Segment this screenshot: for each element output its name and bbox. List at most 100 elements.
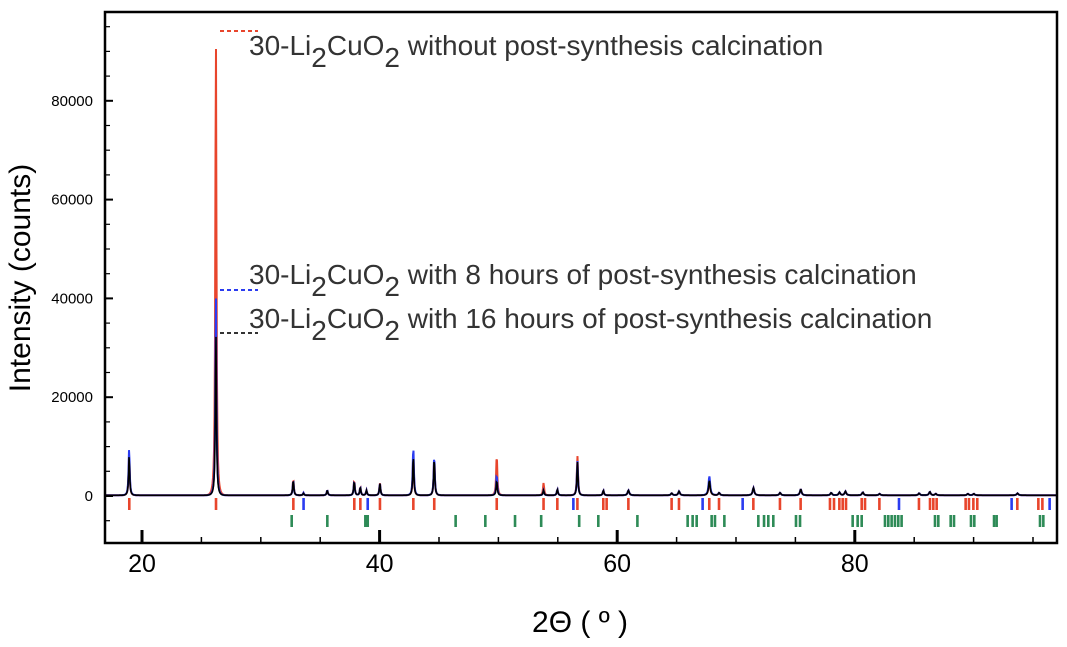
reference-tick (838, 498, 841, 510)
reference-tick (794, 515, 798, 527)
axes: 20 40 60 80 0 20000 40000 60000 80000 (51, 10, 1059, 578)
x-tick-label: 20 (128, 550, 156, 578)
series-label: 30-Li2CuO2 without post-synthesis calcin… (249, 30, 823, 73)
reference-tick (973, 515, 976, 527)
x-axis-title: 2Θ ( º ) (532, 606, 628, 639)
reference-tick (900, 515, 903, 527)
reference-tick (893, 515, 897, 527)
reference-tick (932, 498, 935, 510)
reference-tick (972, 498, 975, 510)
reference-tick (717, 498, 721, 510)
reference-tick (636, 515, 639, 527)
reference-tick (302, 498, 305, 510)
reference-ticks (127, 498, 1051, 527)
reference-tick (860, 498, 863, 510)
reference-tick (1010, 498, 1013, 510)
y-tick-label: 40000 (51, 290, 93, 307)
reference-tick (723, 515, 726, 527)
series-annotations: 30-Li2CuO2 without post-synthesis calcin… (220, 30, 932, 346)
reference-tick (412, 498, 415, 510)
reference-tick (127, 498, 131, 510)
reference-tick (828, 498, 832, 510)
reference-tick (937, 515, 940, 527)
reference-tick (366, 515, 370, 527)
reference-tick (701, 498, 704, 510)
reference-tick (949, 515, 952, 527)
y-tick-label: 20000 (51, 389, 93, 406)
reference-tick (878, 498, 881, 510)
reference-tick (597, 515, 600, 527)
reference-tick (539, 515, 543, 527)
reference-tick (576, 498, 579, 510)
reference-tick (677, 498, 681, 510)
reference-tick (572, 498, 575, 510)
reference-tick (484, 515, 487, 527)
y-tick-label: 80000 (51, 93, 93, 110)
reference-tick (707, 498, 711, 510)
reference-tick (928, 498, 932, 510)
reference-tick (917, 498, 921, 510)
series-label: 30-Li2CuO2 with 8 hours of post-synthesi… (249, 259, 917, 302)
reference-tick (542, 498, 545, 510)
reference-tick (454, 515, 457, 527)
reference-tick (292, 498, 295, 510)
reference-tick (710, 515, 713, 527)
reference-tick (887, 515, 890, 527)
x-tick-label: 80 (841, 550, 869, 578)
reference-tick (767, 515, 770, 527)
reference-tick (1042, 515, 1045, 527)
reference-tick (967, 498, 971, 510)
reference-tick (1041, 498, 1044, 510)
reference-tick (695, 515, 698, 527)
reference-tick (757, 515, 760, 527)
reference-tick (832, 498, 836, 510)
reference-tick (1016, 498, 1019, 510)
reference-tick (602, 498, 605, 510)
reference-tick (798, 515, 802, 527)
reference-tick (863, 498, 867, 510)
reference-tick (378, 498, 382, 510)
reference-tick (556, 498, 559, 510)
reference-tick (897, 498, 901, 510)
reference-tick (605, 498, 608, 510)
reference-tick (992, 515, 996, 527)
plot-frame (103, 10, 1059, 545)
reference-tick (1038, 515, 1042, 527)
reference-tick (890, 515, 893, 527)
x-tick-label: 60 (603, 550, 631, 578)
reference-tick (856, 515, 859, 527)
y-tick-label: 0 (85, 488, 93, 505)
reference-tick (883, 515, 887, 527)
reference-tick (214, 498, 218, 510)
reference-tick (713, 515, 717, 527)
series-line (106, 336, 1056, 497)
x-tick-label: 40 (366, 550, 394, 578)
series-label: 30-Li2CuO2 with 16 hours of post-synthes… (249, 303, 932, 346)
reference-tick (495, 498, 499, 510)
reference-tick (762, 515, 766, 527)
reference-tick (691, 515, 694, 527)
reference-tick (995, 515, 998, 527)
series-lines (106, 48, 1056, 497)
reference-tick (975, 498, 979, 510)
reference-tick (841, 498, 844, 510)
reference-tick (952, 515, 956, 527)
reference-tick (860, 515, 863, 527)
reference-tick (352, 498, 356, 510)
reference-tick (778, 498, 782, 510)
reference-tick (326, 515, 329, 527)
reference-tick (799, 498, 802, 510)
reference-tick (670, 498, 673, 510)
reference-tick (364, 515, 367, 527)
reference-tick (513, 515, 517, 527)
reference-tick (896, 515, 900, 527)
reference-tick (359, 498, 362, 510)
reference-tick (290, 515, 293, 527)
reference-tick (851, 515, 854, 527)
reference-tick (933, 515, 937, 527)
y-axis-title: Intensity (counts) (4, 164, 37, 392)
reference-tick (964, 498, 967, 510)
reference-tick (844, 498, 848, 510)
y-tick-label: 60000 (51, 192, 93, 209)
